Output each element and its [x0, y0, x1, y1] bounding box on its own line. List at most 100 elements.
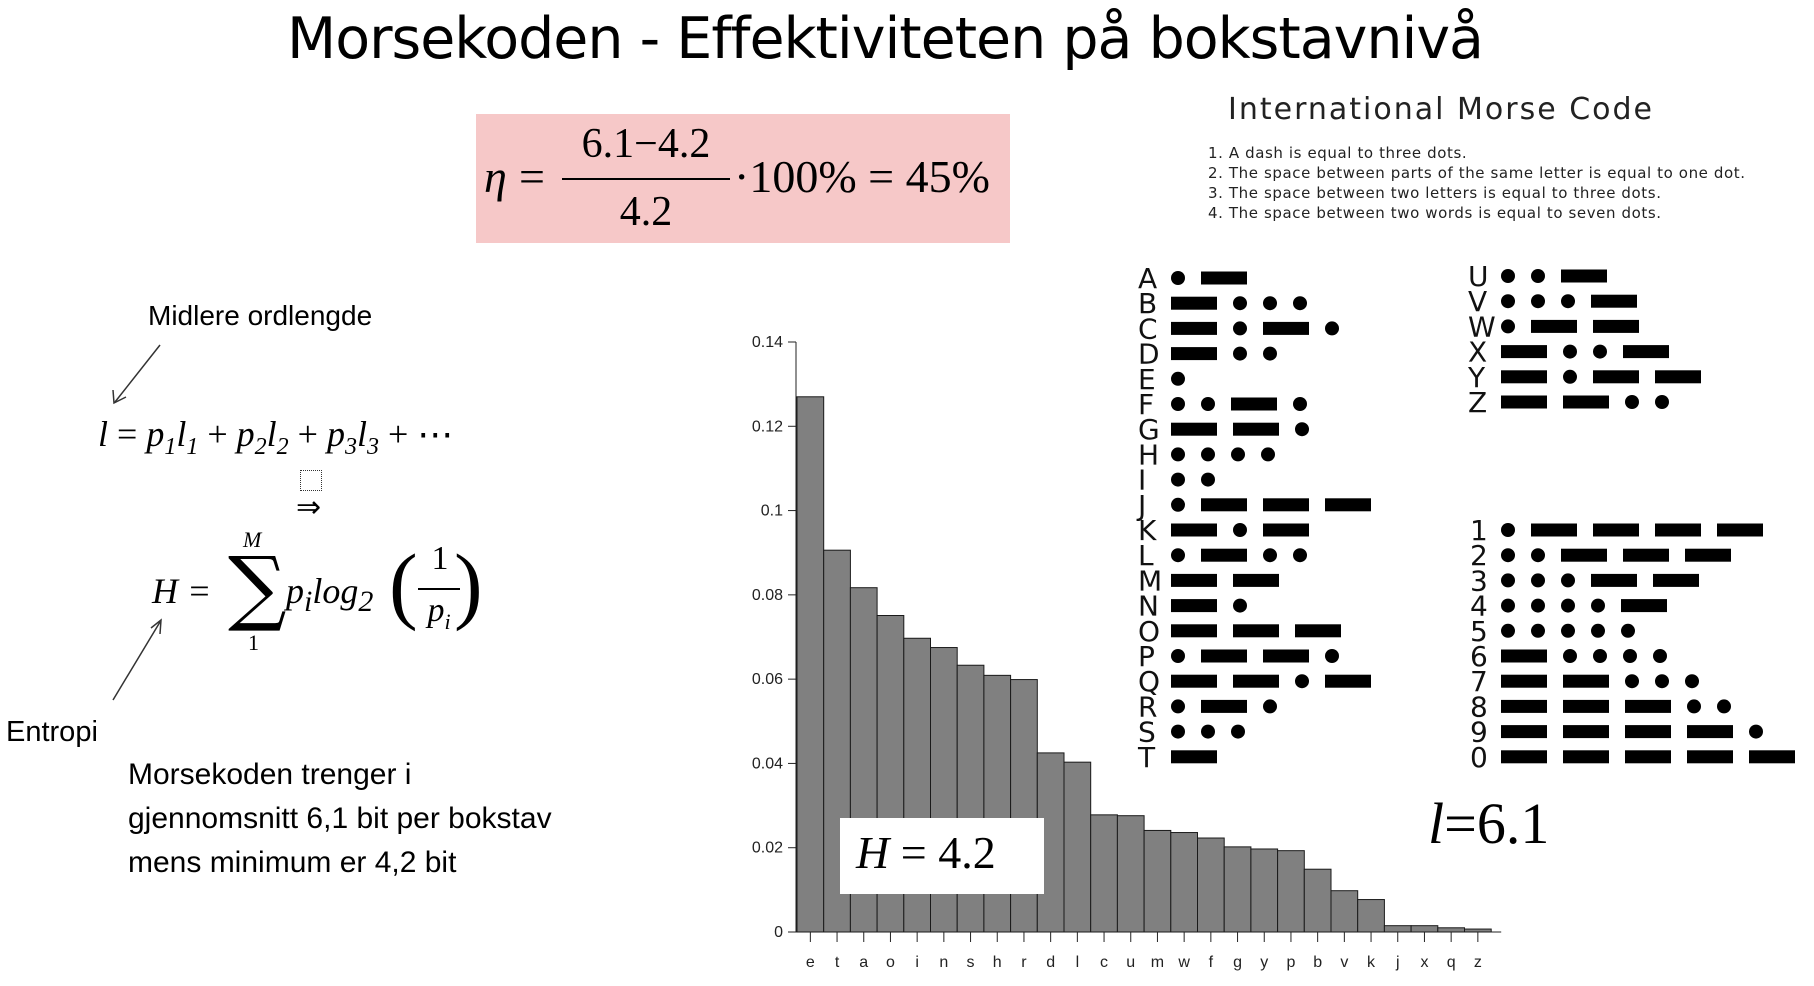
- morse-dash: [1749, 750, 1795, 764]
- paragraph-line: gjennomsnitt 6,1 bit per bokstav: [128, 802, 552, 835]
- morse-dash: [1295, 624, 1341, 638]
- y-tick-label: 0: [774, 924, 783, 941]
- morse-dash: [1501, 674, 1547, 688]
- entropi-arrowhead-icon: [150, 618, 162, 635]
- efficiency-equals: =: [519, 151, 545, 202]
- midlere-arrow-icon: [114, 344, 161, 403]
- morse-dot: [1201, 724, 1215, 739]
- morse-dot: [1531, 598, 1545, 613]
- morse-char-J: J: [1136, 489, 1146, 522]
- entropy-value-eq: =: [900, 827, 927, 878]
- x-tick-label: x: [1420, 954, 1428, 971]
- morse-dot: [1563, 649, 1577, 663]
- morse-dot: [1561, 573, 1575, 588]
- x-tick-label: w: [1177, 954, 1190, 971]
- formula-term-p: p: [146, 414, 165, 454]
- morse-dot: [1531, 548, 1545, 563]
- morse-rule: 4. The space between two words is equal …: [1208, 204, 1662, 222]
- entropy-value-number: 4.2: [938, 827, 996, 878]
- morse-dot: [1171, 497, 1185, 512]
- formula-term-l: l: [176, 414, 187, 454]
- morse-rules-list: 1. A dash is equal to three dots. 2. The…: [1208, 143, 1746, 223]
- morse-char-D: D: [1138, 338, 1160, 371]
- morse-char-B: B: [1138, 287, 1157, 320]
- entropy-formula-body: pilog2: [286, 570, 373, 619]
- morse-dash: [1263, 321, 1309, 335]
- bar-r: [1010, 679, 1038, 933]
- morse-dot: [1201, 397, 1215, 411]
- bar-p: [1277, 850, 1305, 933]
- x-tick-label: y: [1260, 954, 1268, 971]
- formula-sub: i: [444, 608, 451, 634]
- efficiency-numerator: 6.1−4.2: [581, 121, 711, 167]
- morse-dash: [1171, 296, 1217, 310]
- morse-dash: [1593, 370, 1639, 384]
- morse-dash: [1263, 649, 1309, 663]
- bar-l: [1063, 761, 1092, 933]
- morse-dash: [1591, 294, 1637, 308]
- morse-char-Y: Y: [1467, 361, 1486, 394]
- morse-dash: [1171, 750, 1217, 764]
- morse-dash: [1171, 599, 1217, 613]
- morse-dash: [1501, 345, 1547, 359]
- morse-dot: [1171, 699, 1185, 714]
- bar-x: [1410, 925, 1439, 933]
- y-tick-label: 0.14: [752, 334, 783, 351]
- summation-lower-limit: 1: [248, 630, 259, 655]
- morse-dot: [1295, 674, 1309, 689]
- x-tick-label: t: [835, 954, 840, 971]
- bar-u: [1116, 815, 1145, 933]
- explanation-paragraph: Morsekoden trenger i gjennomsnitt 6,1 bi…: [128, 753, 552, 885]
- morse-dash: [1563, 750, 1609, 764]
- morse-dash: [1561, 548, 1607, 562]
- morse-dot: [1171, 472, 1185, 487]
- morse-dash: [1233, 624, 1279, 638]
- morse-dash: [1655, 523, 1701, 537]
- fraction-denominator: pi: [414, 592, 464, 635]
- morse-char-O: O: [1138, 615, 1160, 648]
- morse-dash: [1201, 548, 1247, 562]
- morse-rule: 1. A dash is equal to three dots.: [1208, 144, 1468, 162]
- annotation-arrows: [112, 344, 162, 701]
- morse-dot: [1201, 472, 1215, 487]
- morse-char-7: 7: [1470, 665, 1488, 698]
- morse-dash: [1171, 321, 1217, 335]
- morse-dash: [1563, 395, 1609, 409]
- morse-dash: [1531, 319, 1577, 333]
- morse-char-6: 6: [1470, 640, 1488, 673]
- morse-char-2: 2: [1470, 539, 1488, 572]
- morse-rule: 3. The space between two letters is equa…: [1208, 184, 1662, 202]
- morse-dash: [1171, 523, 1217, 537]
- morse-dash: [1655, 370, 1701, 384]
- x-tick-label: j: [1395, 954, 1400, 971]
- morse-dot: [1293, 296, 1307, 311]
- morse-char-G: G: [1138, 413, 1160, 446]
- right-paren: ): [454, 536, 483, 632]
- x-tick-label: d: [1046, 954, 1055, 971]
- morse-dot: [1171, 447, 1185, 462]
- label-midlere-ordlengde: Midlere ordlengde: [148, 300, 373, 331]
- x-tick-label: o: [886, 954, 895, 971]
- morse-char-W: W: [1468, 310, 1496, 343]
- x-tick-label: e: [806, 954, 815, 971]
- morse-dot: [1591, 598, 1605, 613]
- morse-char-E: E: [1138, 363, 1156, 396]
- morse-dot: [1171, 649, 1185, 663]
- formula-sub: 1: [186, 434, 199, 461]
- morse-dash: [1263, 523, 1309, 537]
- morse-dot: [1293, 397, 1307, 411]
- morse-dot: [1171, 271, 1185, 285]
- formula-sub: 2: [276, 434, 289, 461]
- formula-l-tail: + ⋯: [388, 414, 454, 454]
- morse-dot: [1233, 321, 1247, 336]
- morse-char-P: P: [1138, 640, 1155, 673]
- morse-dot: [1231, 447, 1245, 462]
- morse-dash: [1563, 699, 1609, 713]
- morse-char-8: 8: [1470, 690, 1488, 723]
- efficiency-eta: η: [484, 151, 507, 202]
- x-tick-label: v: [1340, 954, 1348, 971]
- morse-dash: [1501, 395, 1547, 409]
- morse-dash: [1653, 573, 1699, 587]
- morse-dash: [1171, 573, 1217, 587]
- morse-char-0: 0: [1470, 741, 1488, 774]
